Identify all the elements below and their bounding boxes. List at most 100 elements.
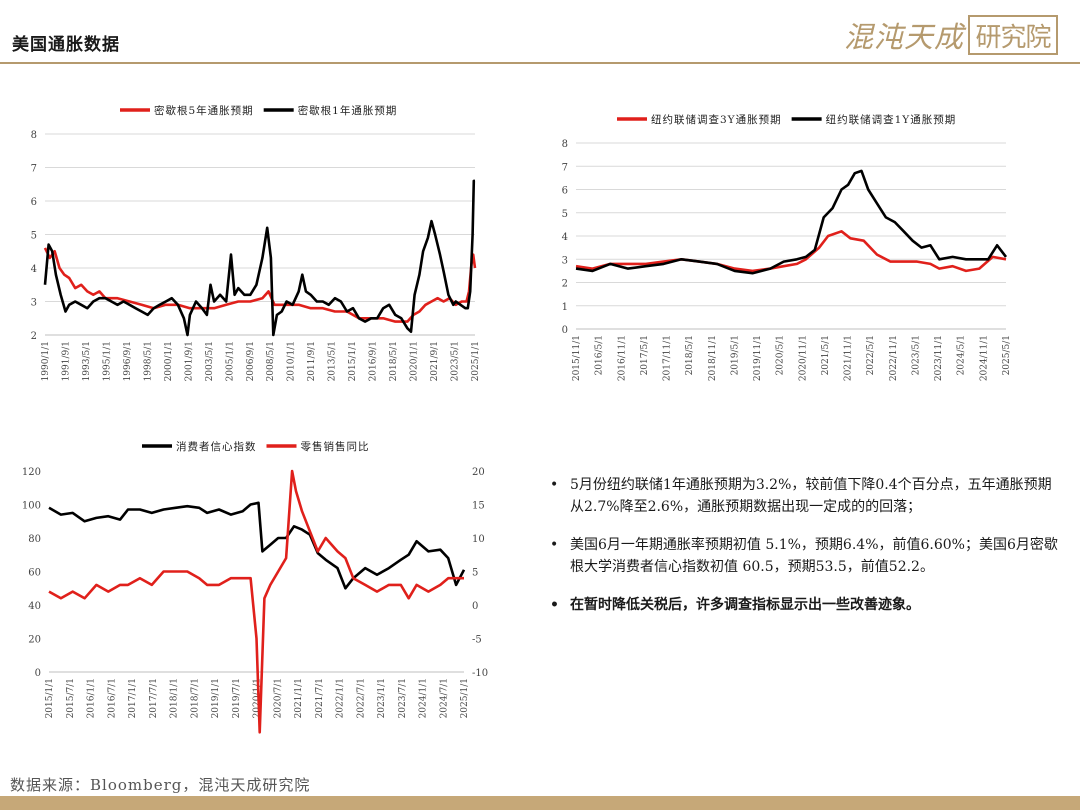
series-line — [48, 469, 464, 734]
y-tick-label: 7 — [31, 164, 37, 175]
x-tick-label: 2024/7/1 — [439, 678, 449, 718]
x-tick-label: 2020/5/1 — [776, 335, 786, 375]
y-tick-label: 7 — [562, 162, 568, 173]
bullet-dot: • — [550, 537, 559, 553]
x-tick-label: 2022/5/1 — [866, 335, 876, 375]
legend-label: 密歇根1年通胀预期 — [298, 104, 398, 117]
x-tick-label: 2010/1/1 — [287, 341, 297, 381]
x-tick-label: 2021/1/1 — [294, 678, 304, 718]
bullet-text: 美国6月一年期通胀率预期初值 5.1%，预期6.4%，前值6.60%；美国6月密… — [570, 537, 1058, 575]
x-tick-label: 2023/5/1 — [451, 341, 461, 381]
x-tick-label: 2017/7/1 — [149, 678, 159, 718]
x-tick-label: 2023/5/1 — [911, 335, 921, 375]
x-tick-label: 1993/5/1 — [82, 341, 92, 381]
x-tick-label: 2016/9/1 — [369, 341, 379, 381]
y2-tick-label: 10 — [472, 534, 485, 545]
x-tick-label: 2018/5/1 — [685, 335, 695, 375]
x-tick-label: 2017/5/1 — [640, 335, 650, 375]
y-tick-label: 0 — [35, 668, 41, 679]
y-tick-label: 4 — [31, 264, 37, 275]
y-tick-label: 6 — [31, 197, 37, 208]
x-tick-label: 1990/1/1 — [41, 341, 51, 381]
x-tick-label: 2021/7/1 — [315, 678, 325, 718]
series-line — [575, 169, 1008, 275]
x-tick-label: 2023/11/1 — [934, 335, 944, 381]
x-tick-label: 2005/1/1 — [225, 341, 235, 381]
y-tick-label: 8 — [562, 139, 568, 150]
x-tick-label: 2006/9/1 — [246, 341, 256, 381]
logo-box-text: 研究院 — [968, 15, 1058, 55]
y-tick-label: 80 — [28, 534, 41, 545]
x-tick-label: 2016/1/1 — [87, 678, 97, 718]
michigan-inflation-expectations-chart: 2 3 4 5 6 7 8 1990/1/1 1991/9/1 1993/5/1 1995/1/1 1… — [31, 104, 481, 381]
bullet-dot: • — [550, 597, 559, 613]
x-tick-label: 2019/1/1 — [211, 678, 221, 718]
x-tick-label: 2003/5/1 — [205, 341, 215, 381]
x-tick-label: 2025/5/1 — [1002, 335, 1012, 375]
x-tick-label: 2001/9/1 — [184, 341, 194, 381]
x-tick-label: 2022/1/1 — [336, 678, 346, 718]
y-tick-label: 60 — [28, 568, 41, 579]
x-tick-label: 2024/11/1 — [979, 335, 989, 381]
x-tick-label: 2019/7/1 — [232, 678, 242, 718]
x-tick-label: 2015/7/1 — [66, 678, 76, 718]
y-tick-label: 1 — [562, 302, 568, 313]
x-tick-label: 1998/5/1 — [143, 341, 153, 381]
y-tick-label: 4 — [562, 232, 568, 243]
footer-band — [0, 796, 1080, 810]
x-tick-label: 2021/9/1 — [430, 341, 440, 381]
legend-label: 消费者信心指数 — [176, 440, 257, 453]
y-tick-label: 5 — [562, 209, 568, 220]
x-tick-label: 2016/7/1 — [107, 678, 117, 718]
y-tick-label: 20 — [28, 635, 41, 646]
bullet-item: • 在暂时降低关税后，许多调查指标显示出一些改善迹象。 — [548, 594, 1058, 616]
y2-tick-label: 5 — [472, 568, 478, 579]
y-tick-label: 8 — [31, 130, 37, 141]
y2-tick-label: 15 — [472, 501, 485, 512]
x-tick-label: 2015/1/1 — [45, 678, 55, 718]
x-tick-label: 2000/1/1 — [164, 341, 174, 381]
y-tick-label: 3 — [562, 255, 568, 266]
x-tick-label: 2015/1/1 — [348, 341, 358, 381]
legend-label: 零售销售同比 — [301, 440, 370, 453]
x-tick-label: 2021/5/1 — [821, 335, 831, 375]
y-tick-label: 2 — [562, 279, 568, 290]
y2-tick-label: -10 — [472, 668, 488, 679]
bullet-item: • 美国6月一年期通胀率预期初值 5.1%，预期6.4%，前值6.60%；美国6月… — [548, 534, 1058, 578]
x-tick-label: 2017/1/1 — [128, 678, 138, 718]
x-tick-label: 2019/11/1 — [753, 335, 763, 381]
y2-tick-label: 20 — [472, 467, 485, 478]
x-tick-label: 2017/11/1 — [663, 335, 673, 381]
series-line — [48, 501, 466, 590]
y-tick-label: 40 — [28, 601, 41, 612]
series-line — [43, 179, 476, 337]
x-tick-label: 2018/5/1 — [389, 341, 399, 381]
y-tick-label: 6 — [562, 186, 568, 197]
x-tick-label: 2016/11/1 — [617, 335, 627, 381]
x-tick-label: 1996/9/1 — [123, 341, 133, 381]
consumer-confidence-retail-sales-chart: 0 20 40 60 80 100 120 -10 -5 0 5 10 15 20 2015/1/1 2015… — [22, 440, 488, 734]
logo-text: 混沌天成 — [844, 20, 965, 54]
x-tick-label: 2022/7/1 — [356, 678, 366, 718]
x-tick-label: 2023/7/1 — [398, 678, 408, 718]
y-tick-label: 0 — [562, 325, 568, 336]
legend-label: 密歇根5年通胀预期 — [154, 104, 254, 117]
y2-tick-label: -5 — [472, 635, 482, 646]
page-title: 美国通胀数据 — [12, 35, 120, 55]
legend-label: 纽约联储调查3Y通胀预期 — [651, 113, 782, 126]
x-tick-label: 2021/11/1 — [844, 335, 854, 381]
x-tick-label: 2020/1/1 — [410, 341, 420, 381]
y-tick-label: 120 — [22, 467, 41, 478]
x-tick-label: 2016/5/1 — [595, 335, 605, 375]
y-tick-label: 5 — [31, 231, 37, 242]
x-tick-label: 2018/7/1 — [190, 678, 200, 718]
x-tick-label: 2022/11/1 — [889, 335, 899, 381]
y-tick-label: 100 — [22, 501, 41, 512]
ny-fed-inflation-expectations-chart: 0 1 2 3 4 5 6 7 8 2015/11/1 2016/5/1 2016/11/1 2017/… — [562, 113, 1012, 381]
commentary-bullets: • 5月份纽约联储1年通胀预期为3.2%，较前值下降0.4个百分点，五年通胀预期从… — [548, 474, 1058, 632]
x-tick-label: 2011/9/1 — [307, 341, 317, 381]
x-tick-label: 2015/11/1 — [572, 335, 582, 381]
x-tick-label: 2025/1/1 — [471, 341, 481, 381]
y-tick-label: 2 — [31, 331, 37, 342]
x-tick-label: 2018/11/1 — [708, 335, 718, 381]
